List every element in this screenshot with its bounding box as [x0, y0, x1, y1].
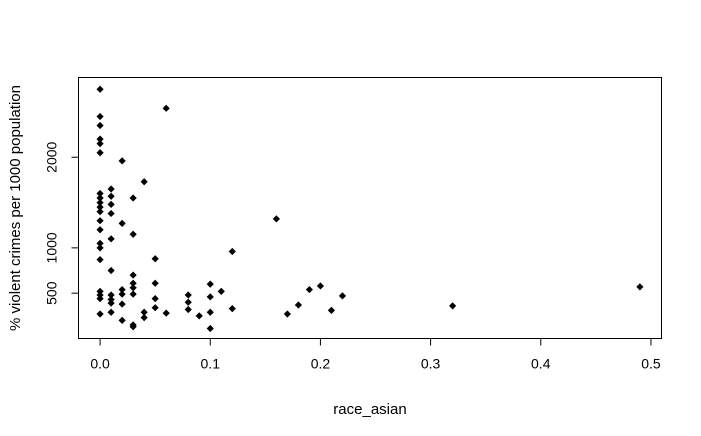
x-axis-title: race_asian: [333, 401, 406, 418]
data-point: [118, 285, 126, 294]
data-point: [636, 283, 644, 291]
data-points: [96, 85, 644, 333]
data-point: [96, 208, 104, 216]
data-point: [151, 255, 159, 263]
data-point: [107, 185, 115, 193]
data-point: [118, 157, 126, 165]
x-tick-label: 0.2: [311, 356, 331, 372]
data-point: [118, 316, 126, 324]
data-point: [96, 85, 104, 93]
data-point: [96, 291, 104, 299]
data-point: [107, 200, 115, 208]
x-axis: 0.0 0.1 0.2 0.3 0.4 0.5: [90, 338, 661, 372]
data-point: [129, 230, 137, 238]
data-point: [206, 308, 214, 316]
data-point: [107, 266, 115, 275]
data-point: [96, 226, 104, 234]
data-point: [316, 282, 325, 290]
data-point: [184, 305, 192, 314]
data-point: [96, 140, 104, 148]
data-point: [305, 285, 314, 294]
data-point: [96, 295, 104, 303]
data-point: [206, 324, 214, 333]
data-point: [195, 312, 203, 320]
x-tick-label: 0.3: [421, 356, 441, 372]
data-point: [151, 295, 159, 303]
data-point: [96, 239, 104, 247]
x-tick-label: 0.4: [531, 356, 551, 372]
data-point: [184, 291, 192, 299]
data-point: [129, 284, 137, 292]
y-tick-label: 500: [44, 281, 60, 305]
data-point: [96, 287, 104, 295]
data-point: [96, 244, 104, 252]
data-point: [96, 198, 104, 207]
data-point: [272, 215, 280, 223]
data-point: [118, 300, 126, 308]
x-tick-label: 0.1: [201, 356, 221, 372]
data-point: [107, 235, 115, 243]
data-point: [96, 112, 104, 121]
data-point: [96, 194, 104, 202]
data-point: [96, 310, 104, 318]
data-point: [96, 121, 104, 130]
data-point: [107, 291, 115, 299]
data-point: [129, 194, 137, 202]
data-point: [206, 280, 214, 288]
data-point: [327, 306, 336, 315]
data-point: [129, 279, 137, 287]
data-point: [107, 192, 115, 200]
data-point: [107, 299, 115, 307]
data-point: [449, 302, 457, 310]
data-point: [184, 298, 192, 306]
data-point: [140, 308, 148, 316]
data-point: [129, 290, 137, 298]
data-point: [107, 308, 115, 316]
data-point: [338, 292, 347, 300]
data-point: [107, 209, 115, 218]
data-point: [96, 217, 104, 225]
data-point: [129, 323, 137, 331]
y-axis: 500 1000 2000: [44, 141, 79, 305]
data-point: [107, 295, 115, 304]
data-point: [283, 310, 291, 318]
y-tick-label: 2000: [44, 141, 60, 172]
data-point: [96, 256, 104, 264]
y-tick-label: 1000: [44, 232, 60, 263]
data-point: [294, 301, 302, 309]
data-point: [206, 293, 214, 301]
x-tick-label: 0.0: [90, 356, 110, 372]
data-point: [151, 279, 159, 287]
data-point: [228, 247, 236, 256]
data-point: [140, 178, 148, 186]
data-point: [96, 149, 104, 157]
data-point: [217, 287, 225, 295]
data-point: [96, 135, 104, 143]
data-point: [96, 189, 104, 198]
data-point: [118, 290, 126, 298]
x-tick-label: 0.5: [641, 356, 661, 372]
data-point: [228, 304, 236, 313]
data-point: [118, 219, 126, 228]
data-point: [151, 304, 159, 312]
data-point: [162, 309, 170, 317]
data-point: [140, 314, 148, 322]
data-point: [96, 203, 104, 211]
plot-frame: [78, 77, 662, 339]
data-point: [162, 104, 170, 112]
data-point: [129, 271, 137, 279]
y-axis-title: % violent crimes per 1000 population: [7, 85, 24, 331]
